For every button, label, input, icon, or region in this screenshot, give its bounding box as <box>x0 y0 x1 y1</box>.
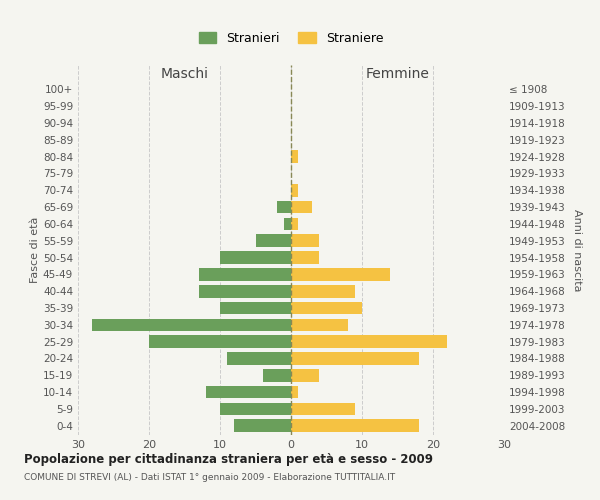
Bar <box>220 402 291 415</box>
Bar <box>92 318 291 331</box>
Bar <box>291 352 419 365</box>
Bar <box>291 318 348 331</box>
Bar <box>220 252 291 264</box>
Bar <box>206 386 291 398</box>
Y-axis label: Anni di nascita: Anni di nascita <box>572 209 582 291</box>
Bar <box>291 184 298 196</box>
Bar <box>291 336 447 348</box>
Bar <box>199 268 291 280</box>
Bar <box>291 218 298 230</box>
Bar <box>149 336 291 348</box>
Bar <box>284 218 291 230</box>
Text: Popolazione per cittadinanza straniera per età e sesso - 2009: Popolazione per cittadinanza straniera p… <box>24 452 433 466</box>
Text: Maschi: Maschi <box>161 66 209 80</box>
Bar <box>227 352 291 365</box>
Bar <box>291 234 319 247</box>
Bar <box>291 252 319 264</box>
Legend: Stranieri, Straniere: Stranieri, Straniere <box>194 27 388 50</box>
Bar <box>291 150 298 163</box>
Bar <box>277 201 291 213</box>
Bar <box>199 285 291 298</box>
Bar <box>291 420 419 432</box>
Text: Femmine: Femmine <box>365 66 430 80</box>
Bar <box>291 285 355 298</box>
Bar <box>263 369 291 382</box>
Bar <box>291 302 362 314</box>
Bar <box>291 201 313 213</box>
Bar <box>291 268 391 280</box>
Bar <box>291 402 355 415</box>
Bar <box>220 302 291 314</box>
Bar <box>234 420 291 432</box>
Y-axis label: Fasce di età: Fasce di età <box>30 217 40 283</box>
Bar <box>291 369 319 382</box>
Bar <box>256 234 291 247</box>
Bar <box>291 386 298 398</box>
Text: COMUNE DI STREVI (AL) - Dati ISTAT 1° gennaio 2009 - Elaborazione TUTTITALIA.IT: COMUNE DI STREVI (AL) - Dati ISTAT 1° ge… <box>24 472 395 482</box>
